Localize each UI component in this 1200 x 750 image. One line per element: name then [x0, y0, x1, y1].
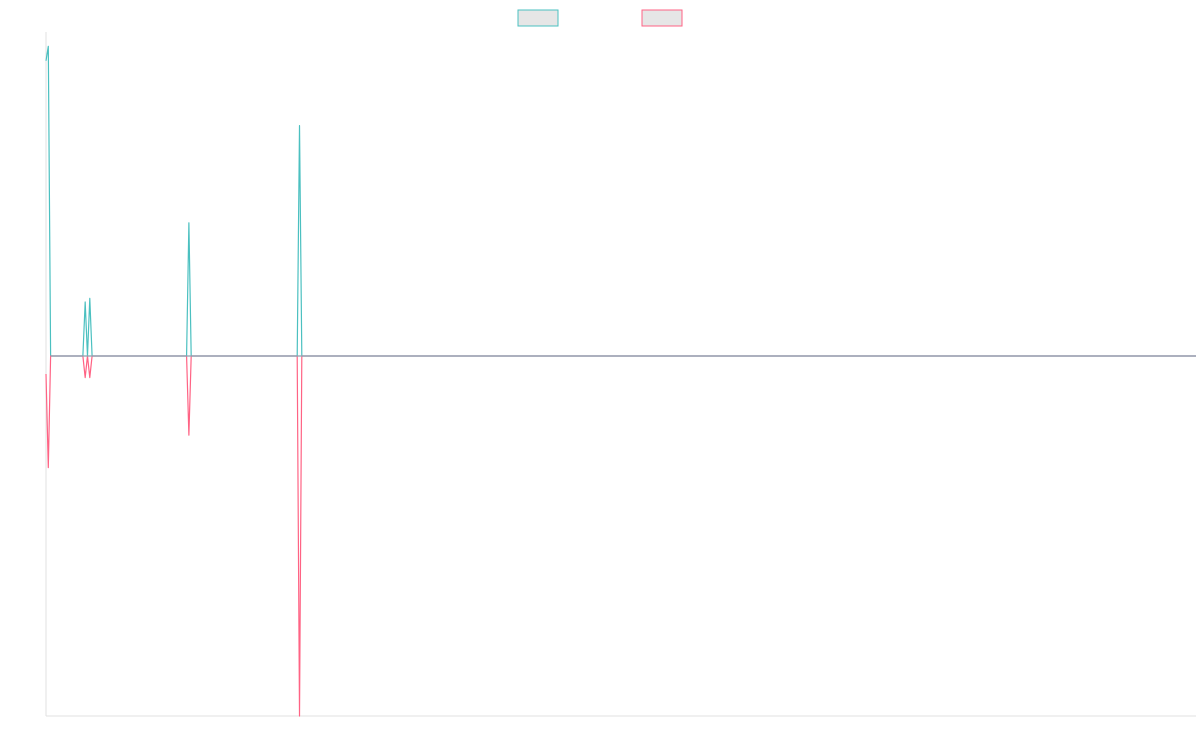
legend-swatch-1[interactable]	[517, 9, 559, 27]
series-line-2	[45, 355, 1196, 717]
legend-swatch-2[interactable]	[641, 9, 683, 27]
series-line-1	[45, 45, 1196, 357]
chart-legend	[517, 9, 683, 27]
series-layer	[45, 45, 1196, 717]
